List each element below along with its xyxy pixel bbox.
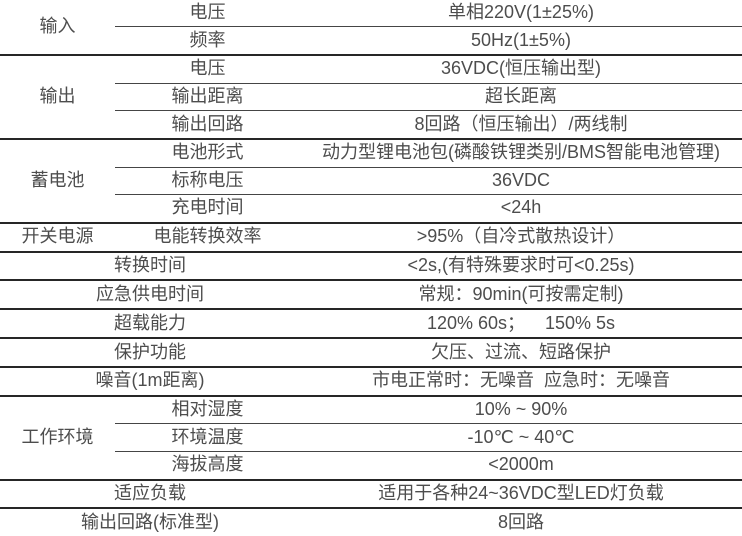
- table-row: 应急供电时间 常规：90min(可按需定制): [0, 280, 742, 311]
- param-cell: 噪音(1m距离): [0, 366, 300, 397]
- value-cell: >95%（自冷式散热设计）: [300, 222, 742, 253]
- category-cell: 输出: [0, 55, 115, 140]
- value-cell: 单相220V(1±25%): [300, 0, 742, 28]
- category-cell: 蓄电池: [0, 138, 115, 224]
- param-cell: 输出回路(标准型): [81, 511, 219, 532]
- param-cell: 电能转换效率: [115, 222, 300, 253]
- param-cell: 充电时间: [115, 194, 300, 224]
- value-cell: 市电正常时：无噪音 应急时：无噪音: [300, 366, 742, 397]
- value-cell: 超长距离: [300, 83, 742, 112]
- table-row: 转换时间 <2s,(有特殊要求时可<0.25s): [0, 251, 742, 282]
- param-cell: 电池形式: [115, 138, 300, 168]
- value-cell: 8回路（恒压输出）/两线制: [300, 110, 742, 140]
- table-row: 海拔高度 <2000m: [0, 451, 742, 481]
- param-cell: 标称电压: [115, 167, 300, 196]
- value-cell: 8回路: [497, 511, 544, 532]
- param-cell: 转换时间: [0, 251, 300, 282]
- category-cell: 开关电源: [0, 222, 115, 253]
- table-row: 适应负载 适用于各种24~36VDC型LED灯负载: [0, 479, 742, 510]
- param-cell: 频率: [115, 26, 300, 57]
- table-row: 充电时间 <24h: [0, 194, 742, 224]
- table-row: 开关电源 电能转换效率 >95%（自冷式散热设计）: [0, 222, 742, 253]
- value-cell: 10% ~ 90%: [300, 395, 742, 425]
- value-cell: -10℃ ~ 40℃: [300, 423, 742, 452]
- param-cell: 海拔高度: [115, 451, 300, 481]
- value-cell: 50Hz(1±5%): [300, 26, 742, 57]
- table-row: 输出回路 8回路（恒压输出）/两线制: [0, 110, 742, 140]
- table-row: 输出 电压 36VDC(恒压输出型): [0, 55, 742, 140]
- value-cell: <24h: [300, 194, 742, 224]
- param-cell: 输出回路: [115, 110, 300, 140]
- value-cell: <2000m: [300, 451, 742, 481]
- table-row: 保护功能 欠压、过流、短路保护: [0, 338, 742, 368]
- value-cell: 常规：90min(可按需定制): [300, 280, 742, 311]
- value-cell: 动力型锂电池包(磷酸铁锂类别/BMS智能电池管理): [300, 138, 742, 168]
- table-row: 蓄电池 电池形式 动力型锂电池包(磷酸铁锂类别/BMS智能电池管理): [0, 138, 742, 224]
- value-cell: 36VDC(恒压输出型): [300, 55, 742, 84]
- value-cell: 120% 60s； 150% 5s: [300, 309, 742, 340]
- param-cell: 适应负载: [0, 479, 300, 510]
- table-row: 输出回路(标准型) 8回路: [0, 508, 742, 536]
- value-cell: 欠压、过流、短路保护: [300, 338, 742, 368]
- category-cell: 工作环境: [0, 395, 115, 481]
- param-cell: 输出距离: [115, 83, 300, 112]
- param-cell: 环境温度: [115, 423, 300, 452]
- table-row: 环境温度 -10℃ ~ 40℃: [0, 423, 742, 452]
- param-cell: 超载能力: [0, 309, 300, 340]
- param-cell: 应急供电时间: [0, 280, 300, 311]
- param-cell: 电压: [115, 0, 300, 28]
- param-cell: 保护功能: [0, 338, 300, 368]
- value-cell: 36VDC: [300, 167, 742, 196]
- param-cell: 电压: [115, 55, 300, 84]
- value-cell: <2s,(有特殊要求时可<0.25s): [300, 251, 742, 282]
- table-row: 频率 50Hz(1±5%): [0, 26, 742, 57]
- category-cell: 输入: [0, 0, 115, 57]
- table-row: 工作环境 相对湿度 10% ~ 90%: [0, 395, 742, 481]
- table-row: 噪音(1m距离) 市电正常时：无噪音 应急时：无噪音: [0, 366, 742, 397]
- table-row: 输出距离 超长距离: [0, 83, 742, 112]
- table-row: 超载能力 120% 60s； 150% 5s: [0, 309, 742, 340]
- table-row: 输入 电压 单相220V(1±25%): [0, 0, 742, 57]
- table-row: 标称电压 36VDC: [0, 167, 742, 196]
- value-cell: 适用于各种24~36VDC型LED灯负载: [300, 479, 742, 510]
- param-cell: 相对湿度: [115, 395, 300, 425]
